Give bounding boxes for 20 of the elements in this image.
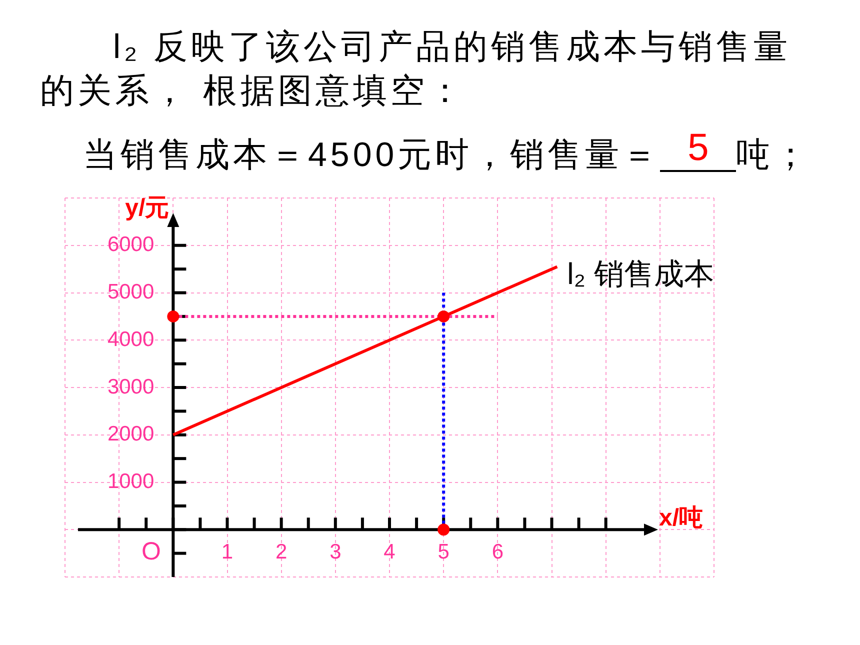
text: 吨； <box>736 135 812 176</box>
text: 5 <box>686 127 710 169</box>
x-tick-label: 6 <box>492 540 504 564</box>
y-tick-label: 2000 <box>107 422 154 446</box>
y-tick-label: 5000 <box>107 280 154 304</box>
x-tick-label: 2 <box>275 540 288 564</box>
y-tick-label: 1000 <box>107 470 154 494</box>
x-tick-label: 1 <box>221 540 234 564</box>
x-tick-label: 4 <box>384 540 396 564</box>
y-tick-label: 3000 <box>107 375 154 398</box>
y-tick-label: 4000 <box>107 328 154 351</box>
y-axis-title: y/元 <box>125 194 170 222</box>
chart-title: l₂ 反映了该公司产品的销售成本与销售量的关系， 根据图意填空： <box>40 27 792 112</box>
text: 当销售成本＝4500元时，销售量＝ <box>83 135 660 176</box>
annotation: O <box>141 538 161 566</box>
x-tick-label: 3 <box>330 540 342 564</box>
y-tick-label: 6000 <box>107 233 154 256</box>
series-label: l₂ 销售成本 <box>567 258 714 291</box>
x-axis-title: x/吨 <box>659 504 704 532</box>
x-tick-label: 5 <box>438 540 450 564</box>
